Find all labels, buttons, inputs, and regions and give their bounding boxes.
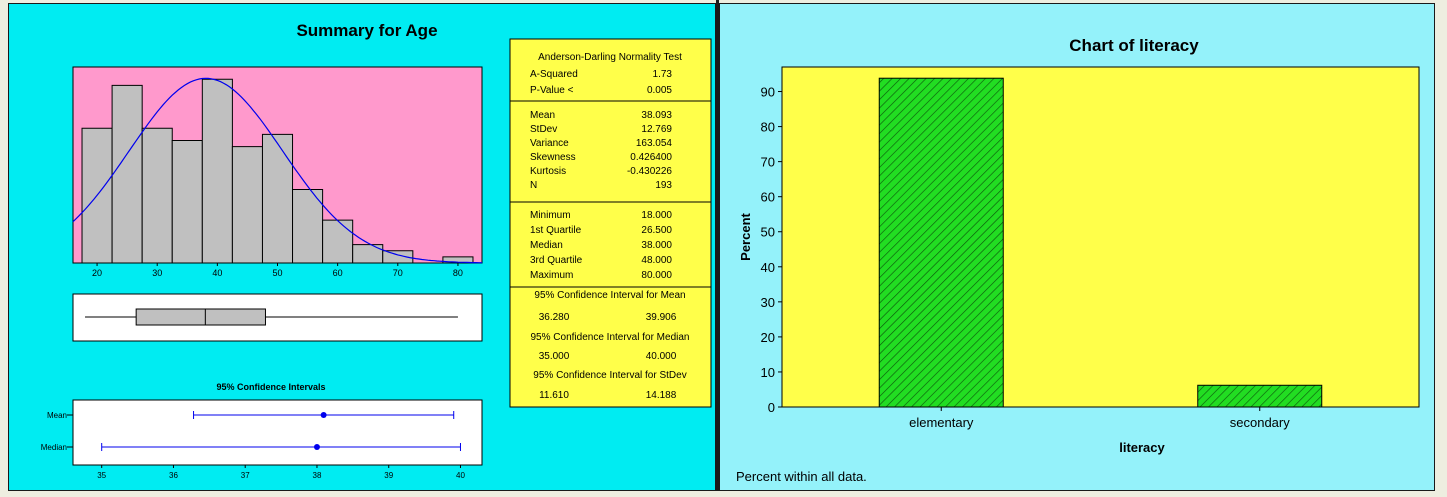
quartile-stat-label: Minimum xyxy=(530,210,571,221)
histogram-bar xyxy=(201,78,233,264)
chart-title: Chart of literacy xyxy=(1069,36,1199,55)
histogram-x-tick-label: 40 xyxy=(212,268,222,278)
moment-stat-label: Skewness xyxy=(530,152,576,163)
ad-stat-value: 1.73 xyxy=(653,69,673,80)
y-tick-label: 50 xyxy=(761,225,775,240)
ci-median-low: 35.000 xyxy=(539,351,570,362)
moment-stat-value: -0.430226 xyxy=(627,166,672,177)
ci-x-tick-label: 37 xyxy=(241,471,250,480)
bars xyxy=(878,77,1323,408)
normal-curve xyxy=(72,77,482,264)
ci-x-tick-label: 35 xyxy=(97,471,106,480)
quartile-stat-label: 1st Quartile xyxy=(530,225,582,236)
ci-mean-high: 39.906 xyxy=(646,312,677,323)
boxplot-box xyxy=(135,308,266,326)
ci-x-tick-label: 38 xyxy=(313,471,322,480)
histogram-bar xyxy=(231,146,263,264)
y-tick-label: 30 xyxy=(761,295,775,310)
quartile-stat-label: Maximum xyxy=(530,270,573,281)
confidence-interval-chart: Mean Median 35 36 37 38 39 40 xyxy=(41,399,483,480)
histogram-x-tick-label: 70 xyxy=(393,268,403,278)
age-boxplot xyxy=(72,293,483,342)
ci-stdev-high: 14.188 xyxy=(646,390,677,401)
ci-plot-area xyxy=(72,399,483,466)
y-axis-label: Percent xyxy=(738,212,753,260)
quartile-stat-label: 3rd Quartile xyxy=(530,255,583,266)
ci-x-tick-label: 40 xyxy=(456,471,465,480)
ad-stat-label: A-Squared xyxy=(530,69,578,80)
plot-area xyxy=(781,66,1420,408)
moment-stat-value: 0.426400 xyxy=(630,152,672,163)
ci-stdev-low: 11.610 xyxy=(539,390,569,401)
moment-stat-value: 193 xyxy=(655,180,672,191)
ci-row-label: Mean xyxy=(47,411,67,420)
histogram-bar xyxy=(292,189,324,264)
moment-stat-label: Variance xyxy=(530,138,569,149)
y-tick-label: 60 xyxy=(761,190,775,205)
stats-box-bg xyxy=(509,38,712,408)
footnote: Percent within all data. xyxy=(736,469,867,484)
ci-point-estimate xyxy=(320,412,327,418)
quartile-stat-value: 18.000 xyxy=(641,210,672,221)
ci-x-tick-label: 39 xyxy=(384,471,393,480)
histogram-bar xyxy=(171,140,203,264)
quartile-stat-value: 80.000 xyxy=(641,270,672,281)
bar-elementary xyxy=(878,77,1004,408)
summary-panel: Summary for Age 20 30 40 50 60 70 80 95% Confi… xyxy=(8,3,716,491)
y-tick-label: 80 xyxy=(761,120,775,135)
ci-mean-low: 36.280 xyxy=(539,312,570,323)
moment-stat-label: N xyxy=(530,180,537,191)
ad-stat-label: P-Value < xyxy=(530,85,574,96)
moment-stat-label: StDev xyxy=(530,124,557,135)
y-tick-label: 10 xyxy=(761,365,775,380)
ci-chart-title: 95% Confidence Intervals xyxy=(216,382,325,392)
moment-stat-value: 38.093 xyxy=(641,110,672,121)
y-tick-label: 90 xyxy=(761,85,775,100)
ci-stdev-title: 95% Confidence Interval for StDev xyxy=(533,370,686,381)
summary-title: Summary for Age xyxy=(296,21,437,40)
moment-stat-value: 12.769 xyxy=(641,124,672,135)
histogram-bar xyxy=(111,84,143,264)
histogram-x-tick-label: 60 xyxy=(333,268,343,278)
x-axis-label: literacy xyxy=(1119,440,1165,455)
histogram-bar xyxy=(261,133,294,264)
y-tick-label: 40 xyxy=(761,260,775,275)
summary-graph: Summary for Age 20 30 40 50 60 70 80 95% Confi… xyxy=(41,21,712,480)
y-tick-label: 70 xyxy=(761,155,775,170)
histogram-bar xyxy=(141,127,173,264)
age-histogram: 20 30 40 50 60 70 80 xyxy=(72,66,483,278)
ci-point-estimate xyxy=(313,444,320,450)
histogram-x-tick-label: 30 xyxy=(152,268,162,278)
histogram-x-tick-label: 80 xyxy=(453,268,463,278)
moment-stat-label: Mean xyxy=(530,110,555,121)
y-tick-label: 0 xyxy=(768,400,775,415)
literacy-panel: Chart of literacy 0 10 20 30 40 50 60 70 80 90 el… xyxy=(719,3,1435,491)
moment-stat-value: 163.054 xyxy=(636,138,673,149)
ci-median-title: 95% Confidence Interval for Median xyxy=(531,332,690,343)
histogram-x-tick-label: 50 xyxy=(272,268,282,278)
bar-secondary xyxy=(1197,384,1323,408)
histogram-bar xyxy=(322,219,354,264)
ad-stat-value: 0.005 xyxy=(647,85,672,96)
ad-title: Anderson-Darling Normality Test xyxy=(538,52,682,63)
stats-box: Anderson-Darling Normality Test 95% Conf… xyxy=(509,38,712,408)
ci-median-high: 40.000 xyxy=(646,351,677,362)
histogram-x-tick-label: 20 xyxy=(92,268,102,278)
panel-divider xyxy=(716,0,719,491)
ci-x-tick-label: 36 xyxy=(169,471,178,480)
ci-row-label: Median xyxy=(41,443,67,452)
quartile-stat-label: Median xyxy=(530,240,563,251)
y-tick-label: 20 xyxy=(761,330,775,345)
x-tick-label: secondary xyxy=(1230,415,1290,430)
literacy-bar-chart: Chart of literacy 0 10 20 30 40 50 60 70 80 90 el… xyxy=(736,36,1420,484)
y-axis: 0 10 20 30 40 50 60 70 80 90 xyxy=(761,85,782,415)
histogram-bar xyxy=(352,244,384,264)
x-tick-label: elementary xyxy=(909,415,974,430)
ci-mean-title: 95% Confidence Interval for Mean xyxy=(534,290,685,301)
x-axis: elementary secondary xyxy=(909,407,1290,430)
quartile-stat-value: 26.500 xyxy=(641,225,672,236)
moment-stat-label: Kurtosis xyxy=(530,166,566,177)
quartile-stat-value: 38.000 xyxy=(641,240,672,251)
quartile-stat-value: 48.000 xyxy=(641,255,672,266)
